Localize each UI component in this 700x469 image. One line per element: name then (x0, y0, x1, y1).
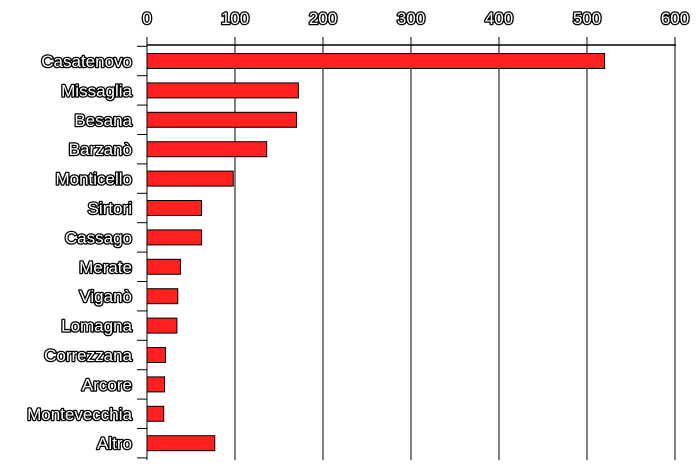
bar-sirtori (146, 200, 203, 216)
bar-lomagna (146, 317, 178, 334)
bar-besana (146, 111, 298, 128)
category-label: Casatenovo (41, 52, 132, 71)
bar-cassago (146, 229, 203, 246)
category-label: Lomagna (61, 317, 132, 336)
gridlines (234, 45, 676, 460)
x-tick-labels: 0 100 200 300 400 500 600 (141, 8, 691, 30)
bars (146, 53, 606, 452)
category-label: Merate (79, 258, 132, 277)
bar-barzan- (146, 141, 268, 158)
bar-correzzana (146, 347, 166, 363)
bar-vigan- (146, 288, 179, 305)
category-label: Monticello (55, 170, 132, 189)
axes (137, 37, 676, 460)
category-label: Barzanò (69, 140, 132, 159)
category-label: Viganò (79, 287, 132, 306)
category-labels: Casatenovo Missaglia Besana Barzanò Monticel… (26, 51, 134, 455)
category-label: Altro (97, 434, 132, 453)
x-tick-label: 300 (397, 9, 425, 28)
x-tick-label: 400 (485, 9, 513, 28)
category-label: Arcore (82, 375, 132, 394)
category-label: Correzzana (44, 346, 132, 365)
bar-missaglia (146, 82, 299, 99)
bar-monticello (146, 170, 234, 187)
category-label: Cassago (65, 228, 132, 247)
x-tick-label: 500 (573, 9, 601, 28)
bar-merate (146, 258, 181, 275)
x-tick-label: 0 (142, 9, 151, 28)
category-label: Montevecchia (27, 405, 132, 424)
category-label: Besana (74, 111, 132, 130)
x-tick-label: 600 (661, 9, 689, 28)
bar-altro (146, 435, 216, 452)
bar-arcore (146, 376, 166, 393)
category-label: Missaglia (61, 81, 132, 100)
bar-montevecchia (146, 405, 165, 422)
category-label: Sirtori (88, 199, 132, 218)
bar-casatenovo (146, 53, 606, 69)
x-tick-label: 100 (221, 9, 249, 28)
x-tick-label: 200 (309, 9, 337, 28)
